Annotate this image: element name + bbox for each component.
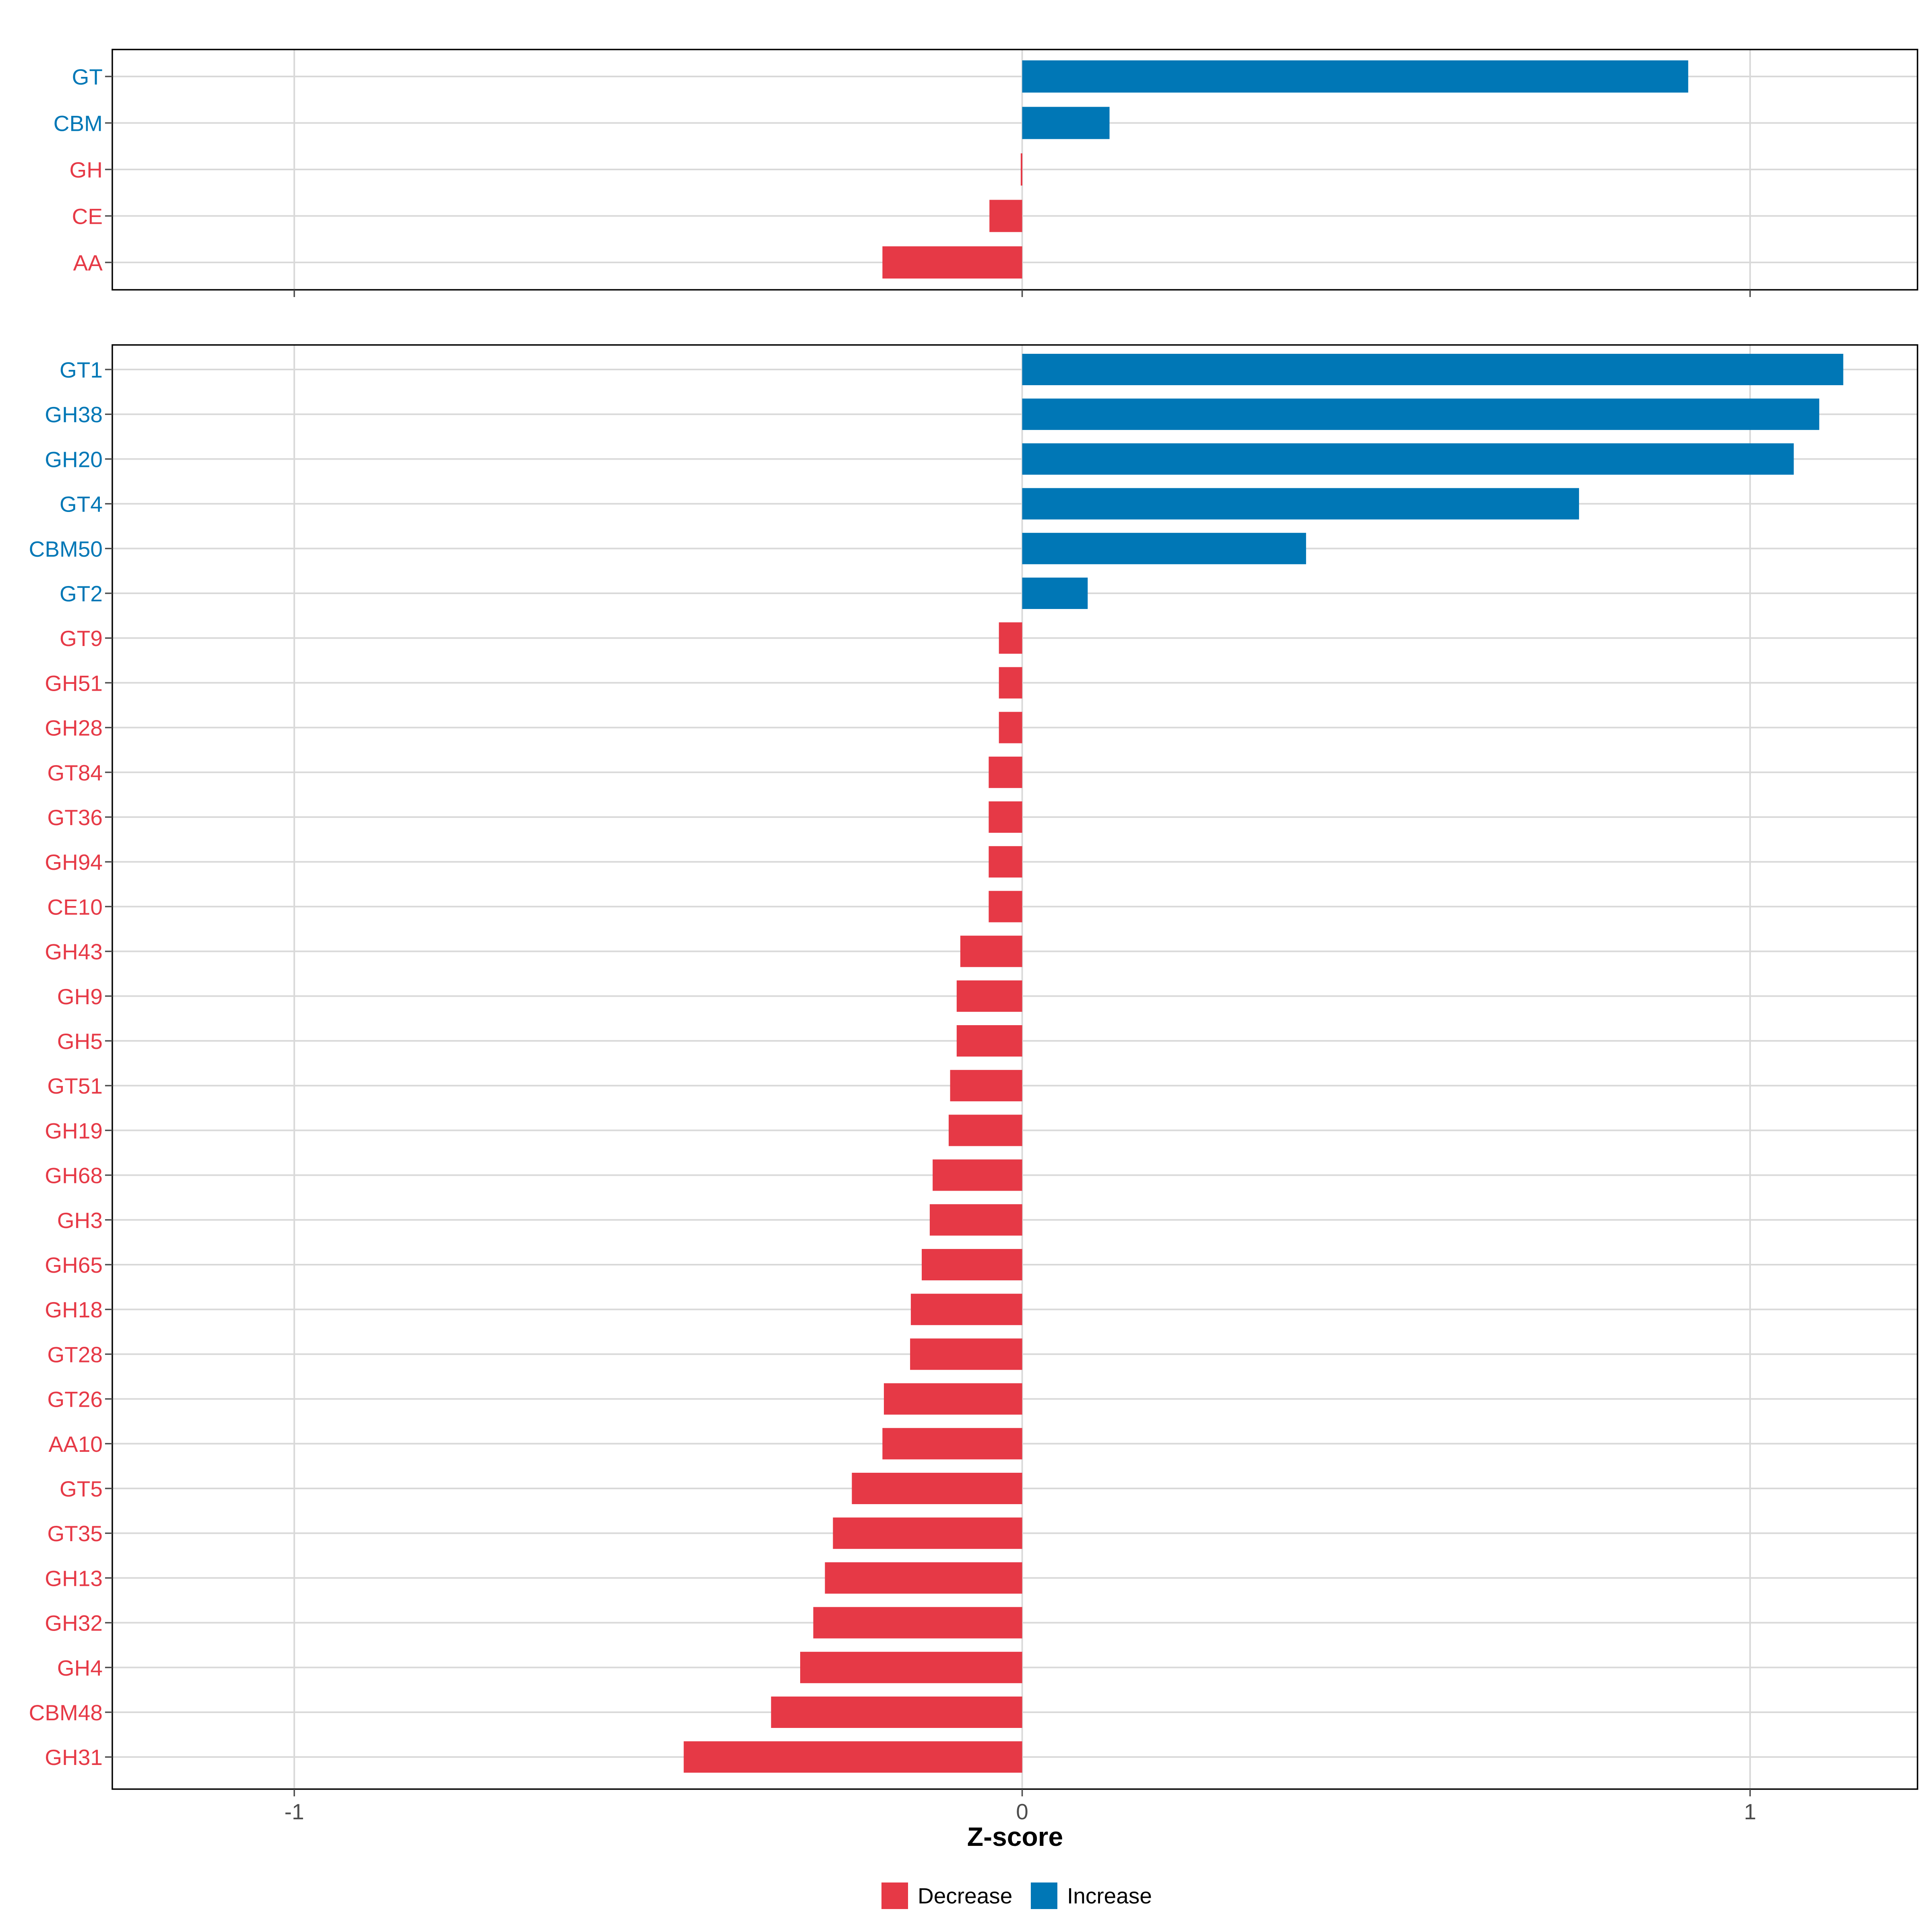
subfamily-bar-GH68 <box>933 1159 1022 1191</box>
subfamily-y-tick-label-CBM48: CBM48 <box>29 1700 103 1725</box>
subfamily-bar-GT9 <box>999 622 1022 654</box>
subfamily-y-tick-label-GH65: GH65 <box>45 1253 103 1278</box>
subfamily-bar-GH18 <box>910 1294 1022 1325</box>
subfamily-bar-CBM48 <box>771 1697 1022 1728</box>
family-bar-AA <box>882 246 1022 279</box>
subfamily-bar-GH43 <box>960 935 1022 967</box>
subfamily-y-tick-label-GT36: GT36 <box>47 805 103 830</box>
subfamily-y-tick-label-GH94: GH94 <box>45 850 103 875</box>
family-y-tick-label-CBM: CBM <box>54 111 103 136</box>
panel-family-grid <box>112 50 1918 290</box>
legend-swatch-decrease <box>881 1882 908 1909</box>
subfamily-bar-GT1 <box>1022 354 1843 385</box>
subfamily-bar-GT28 <box>910 1338 1022 1370</box>
subfamily-bar-GT5 <box>852 1473 1022 1504</box>
subfamily-y-tick-label-GT1: GT1 <box>60 357 103 382</box>
subfamily-y-tick-label-GH5: GH5 <box>57 1029 103 1054</box>
subfamily-bar-GH3 <box>929 1204 1022 1236</box>
subfamily-bar-GH65 <box>922 1249 1022 1280</box>
family-y-tick-label-CE: CE <box>72 204 103 229</box>
panel-family-bars <box>882 60 1688 279</box>
subfamily-bar-GH19 <box>948 1115 1022 1146</box>
subfamily-bar-GH28 <box>999 712 1022 743</box>
family-bar-GT <box>1022 60 1688 93</box>
subfamily-y-tick-label-CBM50: CBM50 <box>29 537 103 561</box>
panel-subfamily: GT1GH38GH20GT4CBM50GT2GT9GH51GH28GT84GT3… <box>29 344 1918 1824</box>
subfamily-y-tick-label-GT84: GT84 <box>47 760 103 785</box>
subfamily-y-tick-label-GT5: GT5 <box>60 1476 103 1501</box>
subfamily-y-tick-label-GT26: GT26 <box>47 1387 103 1412</box>
legend-label-decrease: Decrease <box>918 1883 1012 1908</box>
subfamily-y-tick-label-GH19: GH19 <box>45 1118 103 1143</box>
subfamily-y-tick-label-GH3: GH3 <box>57 1208 103 1233</box>
subfamily-bar-GH9 <box>956 980 1022 1012</box>
subfamily-y-tick-label-GH51: GH51 <box>45 671 103 696</box>
subfamily-y-tick-label-GH31: GH31 <box>45 1745 103 1770</box>
panel-family-x-ticks <box>293 290 1751 297</box>
subfamily-bar-GT2 <box>1022 578 1088 609</box>
subfamily-bar-GH13 <box>825 1562 1022 1594</box>
family-y-tick-label-GH: GH <box>70 157 103 182</box>
subfamily-y-tick-label-CE10: CE10 <box>47 894 103 919</box>
subfamily-y-tick-label-GH68: GH68 <box>45 1163 103 1188</box>
subfamily-bar-GH5 <box>956 1025 1022 1057</box>
subfamily-y-tick-label-GH18: GH18 <box>45 1297 103 1322</box>
subfamily-bar-AA10 <box>882 1428 1022 1459</box>
subfamily-x-tick-label-2: 1 <box>1744 1799 1757 1824</box>
subfamily-y-tick-label-GH43: GH43 <box>45 939 103 964</box>
panel-subfamily-border <box>111 344 1918 1790</box>
subfamily-y-tick-label-GH4: GH4 <box>57 1655 103 1680</box>
panel-subfamily-bars <box>683 354 1843 1773</box>
legend: Decrease Increase <box>881 1882 1152 1909</box>
subfamily-y-tick-label-GH32: GH32 <box>45 1611 103 1636</box>
subfamily-bar-GT35 <box>833 1517 1022 1549</box>
family-y-tick-label-AA: AA <box>73 250 103 275</box>
subfamily-y-tick-label-GT2: GT2 <box>60 581 103 606</box>
subfamily-y-tick-label-GT35: GT35 <box>47 1521 103 1546</box>
subfamily-y-tick-label-GH28: GH28 <box>45 716 103 741</box>
subfamily-bar-GT51 <box>950 1070 1022 1102</box>
subfamily-bar-GT4 <box>1022 488 1579 520</box>
family-bar-GH <box>1020 153 1022 186</box>
subfamily-y-tick-label-GH20: GH20 <box>45 447 103 472</box>
subfamily-y-tick-label-GT51: GT51 <box>47 1073 103 1098</box>
legend-label-increase: Increase <box>1067 1883 1152 1908</box>
family-bar-CE <box>989 200 1022 232</box>
subfamily-bar-GH20 <box>1022 443 1794 475</box>
subfamily-bar-GH32 <box>813 1607 1022 1639</box>
subfamily-y-tick-label-GT4: GT4 <box>60 492 103 517</box>
subfamily-x-tick-label-1: 0 <box>1016 1799 1028 1824</box>
subfamily-bar-GT84 <box>989 756 1022 788</box>
subfamily-bar-CBM50 <box>1022 533 1306 564</box>
subfamily-bar-GH4 <box>800 1651 1022 1683</box>
subfamily-bar-GH51 <box>999 667 1022 699</box>
panel-family-y-ticks: GT CBM GH CE AA <box>54 64 112 275</box>
subfamily-x-tick-label-0: -1 <box>285 1799 304 1824</box>
subfamily-y-tick-label-GH9: GH9 <box>57 984 103 1009</box>
subfamily-bar-GH94 <box>989 846 1022 878</box>
subfamily-y-tick-label-GT28: GT28 <box>47 1342 103 1367</box>
family-bar-CBM <box>1022 107 1110 139</box>
subfamily-bar-GT26 <box>883 1383 1022 1415</box>
subfamily-bar-GH31 <box>683 1741 1022 1773</box>
subfamily-y-tick-label-GH13: GH13 <box>45 1566 103 1591</box>
legend-swatch-increase <box>1031 1882 1057 1909</box>
panel-family: GT CBM GH CE AA <box>54 49 1918 297</box>
subfamily-bar-GT36 <box>989 801 1022 833</box>
panel-subfamily-x-ticks: -1 0 1 <box>285 1789 1757 1824</box>
subfamily-y-tick-label-AA10: AA10 <box>48 1432 103 1457</box>
family-y-tick-label-GT: GT <box>72 64 103 89</box>
panel-subfamily-y-ticks: GT1 GH38 GH20 GT4 CBM50 GT2 GT9 GH51 GH28 GT84 GT3… <box>29 357 112 1770</box>
subfamily-bar-CE10 <box>989 891 1022 923</box>
subfamily-y-tick-label-GH38: GH38 <box>45 402 103 427</box>
x-axis-title: Z-score <box>967 1822 1063 1852</box>
subfamily-bar-GH38 <box>1022 398 1819 430</box>
subfamily-y-tick-label-GT9: GT9 <box>60 626 103 651</box>
